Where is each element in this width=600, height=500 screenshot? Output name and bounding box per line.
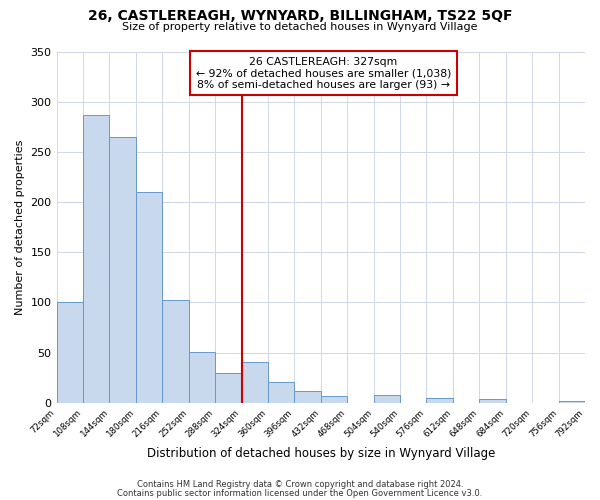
Bar <box>374 395 400 403</box>
Y-axis label: Number of detached properties: Number of detached properties <box>15 140 25 315</box>
Bar <box>427 398 453 403</box>
Bar <box>83 114 109 403</box>
Bar <box>295 390 321 403</box>
Text: 26 CASTLEREAGH: 327sqm
← 92% of detached houses are smaller (1,038)
8% of semi-d: 26 CASTLEREAGH: 327sqm ← 92% of detached… <box>196 57 451 90</box>
Bar <box>56 302 83 403</box>
Bar <box>162 300 188 403</box>
Bar <box>188 352 215 403</box>
Bar <box>479 399 506 403</box>
X-axis label: Distribution of detached houses by size in Wynyard Village: Distribution of detached houses by size … <box>146 447 495 460</box>
Text: 26, CASTLEREAGH, WYNYARD, BILLINGHAM, TS22 5QF: 26, CASTLEREAGH, WYNYARD, BILLINGHAM, TS… <box>88 9 512 23</box>
Bar <box>136 192 162 403</box>
Bar <box>268 382 295 403</box>
Bar <box>215 372 242 403</box>
Bar <box>559 401 585 403</box>
Bar <box>321 396 347 403</box>
Text: Contains public sector information licensed under the Open Government Licence v3: Contains public sector information licen… <box>118 488 482 498</box>
Text: Size of property relative to detached houses in Wynyard Village: Size of property relative to detached ho… <box>122 22 478 32</box>
Bar <box>109 137 136 403</box>
Bar <box>242 362 268 403</box>
Text: Contains HM Land Registry data © Crown copyright and database right 2024.: Contains HM Land Registry data © Crown c… <box>137 480 463 489</box>
